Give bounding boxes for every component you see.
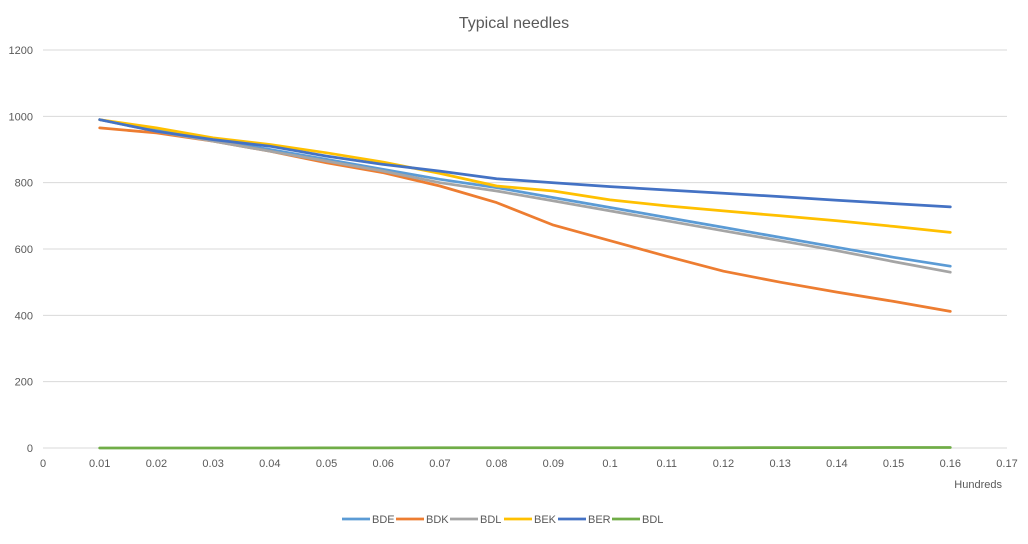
x-tick-label: 0 [40, 458, 46, 470]
x-tick-label: 0.06 [373, 458, 394, 470]
y-tick-label: 0 [27, 443, 33, 455]
series-line-ber-4 [98, 118, 952, 209]
series-line-bde-0 [98, 118, 952, 268]
y-axis-ticks: 0 200 400 600 800 1000 1200 [9, 45, 33, 455]
x-tick-label: 0.1 [602, 458, 617, 470]
chart-title: Typical needles [459, 15, 569, 32]
x-tick-label: 0.16 [940, 458, 961, 470]
series-line-bek-3 [98, 118, 952, 234]
legend-item: BEK [504, 514, 557, 526]
x-tick-label: 0.03 [202, 458, 223, 470]
legend-label: BDL [480, 514, 501, 526]
x-tick-label: 0.14 [826, 458, 847, 470]
y-tick-label: 400 [15, 310, 33, 322]
legend-item: BDL [612, 514, 663, 526]
x-tick-label: 0.07 [429, 458, 450, 470]
legend-item: BDL [450, 514, 501, 526]
x-tick-label: 0.13 [769, 458, 790, 470]
legend-label: BDE [372, 514, 395, 526]
legend-item: BER [558, 514, 611, 526]
y-tick-label: 800 [15, 178, 33, 190]
legend-item: BDE [342, 514, 395, 526]
y-tick-label: 1000 [9, 111, 33, 123]
y-tick-label: 1200 [9, 45, 33, 57]
legend-label: BEK [534, 514, 557, 526]
series-line-bdl-5 [98, 446, 952, 450]
y-tick-label: 600 [15, 244, 33, 256]
legend-label: BDL [642, 514, 663, 526]
series-lines [98, 118, 952, 450]
x-tick-label: 0.15 [883, 458, 904, 470]
x-tick-label: 0.01 [89, 458, 110, 470]
gridlines [43, 49, 1007, 449]
legend-label: BDK [426, 514, 449, 526]
x-tick-label: 0.02 [146, 458, 167, 470]
x-tick-label: 0.11 [656, 458, 677, 470]
x-tick-label: 0.09 [543, 458, 564, 470]
x-tick-label: 0.12 [713, 458, 734, 470]
x-tick-label: 0.08 [486, 458, 507, 470]
y-tick-label: 200 [15, 377, 33, 389]
legend-label: BER [588, 514, 611, 526]
x-axis-ticks: 0 0.01 0.02 0.03 0.04 0.05 0.06 0.07 0.08 0.09 0.1… [40, 458, 1018, 470]
legend: BDE BDK BDL BEK BER BDL [342, 514, 663, 526]
legend-item: BDK [396, 514, 449, 526]
x-tick-label: 0.17 [996, 458, 1017, 470]
x-tick-label: 0.05 [316, 458, 337, 470]
x-axis-label: Hundreds [954, 479, 1002, 491]
x-tick-label: 0.04 [259, 458, 280, 470]
series-line-bdl-2 [98, 118, 952, 274]
